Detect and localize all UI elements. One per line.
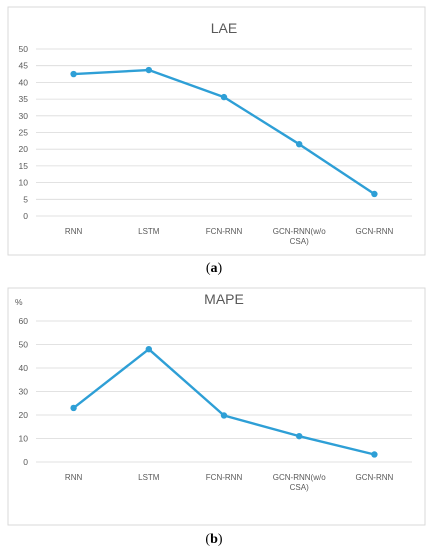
y-tick-label: 0 (23, 457, 28, 467)
x-tick-label-line: GCN-RNN(w/o (273, 227, 326, 236)
data-point (70, 70, 77, 78)
chart-frame (7, 287, 426, 526)
y-unit-label: % (15, 297, 23, 307)
x-tick-label: GCN-RNN(w/o CSA) (273, 227, 326, 246)
y-tick-label: 45 (19, 61, 29, 71)
y-tick-label: 50 (19, 44, 29, 54)
data-point (371, 190, 378, 198)
caption-paren-close: ) (218, 532, 223, 547)
chart-title: MAPE (204, 291, 244, 307)
y-tick-label: 10 (19, 178, 29, 188)
data-point (70, 404, 77, 412)
x-tick-label-line: RNN (65, 473, 83, 482)
data-point (296, 140, 303, 148)
x-tick-label: GCN-RNN (356, 473, 394, 482)
caption-letter: b (210, 532, 218, 547)
x-tick-label-line: LSTM (138, 227, 160, 236)
x-tick-label: FCN-RNN (206, 473, 243, 482)
y-tick-label: 30 (19, 111, 29, 121)
y-tick-label: 5 (23, 194, 28, 204)
x-tick-label-line: CSA) (290, 237, 309, 246)
y-tick-label: 40 (19, 363, 29, 373)
x-tick-label: RNN (65, 473, 83, 482)
x-tick-label-line: RNN (65, 227, 83, 236)
x-tick-label: RNN (65, 227, 83, 236)
y-tick-label: 50 (19, 340, 29, 350)
y-tick-label: 0 (23, 211, 28, 221)
data-point (371, 451, 378, 458)
figure-caption: (a) (206, 261, 223, 276)
x-tick-label: LSTM (138, 473, 160, 482)
y-tick-label: 40 (19, 77, 29, 87)
x-tick-label-line: GCN-RNN(w/o (273, 473, 326, 482)
x-tick-label-line: GCN-RNN (356, 227, 394, 236)
x-tick-label-line: CSA) (290, 483, 309, 492)
data-point (220, 93, 228, 101)
x-tick-label: FCN-RNN (206, 227, 243, 236)
y-tick-label: 10 (19, 434, 29, 444)
chart-frame (7, 6, 426, 256)
y-tick-label: 20 (19, 410, 29, 420)
data-point (296, 432, 303, 440)
x-tick-label: GCN-RNN (356, 227, 394, 236)
caption-paren-close: ) (218, 261, 223, 276)
x-tick-label-line: FCN-RNN (206, 473, 243, 482)
y-tick-label: 35 (19, 94, 29, 104)
x-tick-label: LSTM (138, 227, 160, 236)
x-tick-label-line: GCN-RNN (356, 473, 394, 482)
data-point (220, 412, 228, 419)
y-tick-label: 60 (19, 316, 29, 326)
caption-paren-open: ( (206, 261, 211, 276)
caption-paren-open: ( (205, 532, 210, 547)
x-tick-label-line: FCN-RNN (206, 227, 243, 236)
caption-letter: a (211, 261, 218, 276)
chart-title: LAE (211, 20, 237, 36)
x-tick-label: GCN-RNN(w/o CSA) (273, 473, 326, 492)
y-tick-label: 15 (19, 161, 29, 171)
data-point (145, 66, 152, 74)
chart-1: LAE 0 5 10 15 20 25 30 35 40 45 50 RNN LSTM FCN-RNN GCN… (7, 6, 426, 276)
y-tick-label: 25 (19, 128, 29, 138)
x-tick-label-line: LSTM (138, 473, 160, 482)
figure-caption: (b) (205, 532, 222, 547)
y-tick-label: 20 (19, 144, 29, 154)
data-point (145, 346, 152, 353)
y-tick-label: 30 (19, 387, 29, 397)
